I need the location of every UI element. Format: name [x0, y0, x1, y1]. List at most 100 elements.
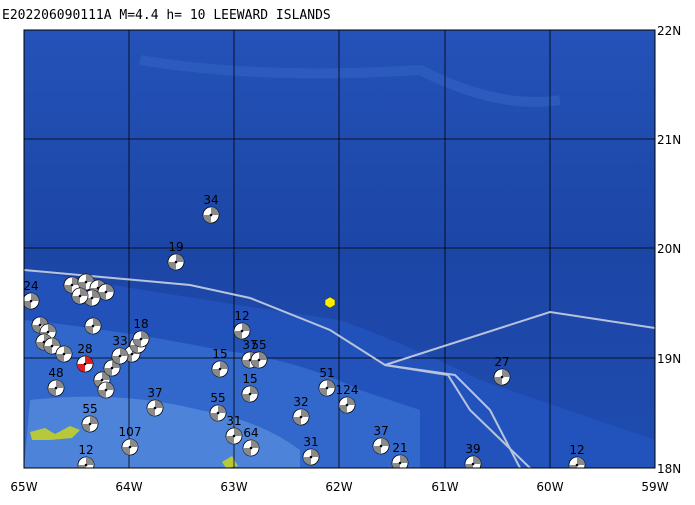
focal-mechanism — [338, 396, 356, 414]
ball-center — [91, 324, 95, 328]
ball-center — [110, 366, 114, 370]
ball-center — [78, 294, 82, 298]
focal-mechanism — [242, 439, 260, 457]
ball-center — [70, 283, 74, 287]
focal-mechanism — [464, 455, 482, 468]
event-label: 31 — [226, 414, 241, 428]
event-label: 31 — [303, 435, 318, 449]
focal-mechanism — [97, 381, 115, 399]
event-label: 12 — [78, 443, 93, 457]
lon-label: 63W — [220, 480, 247, 494]
ball-center — [50, 344, 54, 348]
ball-center — [153, 406, 157, 410]
ball-center — [54, 386, 58, 390]
focal-mechanism — [81, 415, 99, 433]
focal-mechanism — [233, 322, 251, 340]
event-label: 55 — [251, 338, 266, 352]
focal-mechanism — [211, 360, 229, 378]
event-label: 24 — [23, 279, 38, 293]
ball-center — [104, 290, 108, 294]
focal-mechanism — [97, 283, 115, 301]
ball-center — [249, 446, 253, 450]
focal-mechanism — [372, 437, 390, 455]
event-label: 28 — [77, 342, 92, 356]
ball-center — [104, 388, 108, 392]
focal-mechanism — [167, 253, 185, 271]
ball-center — [128, 445, 132, 449]
ball-center — [62, 352, 66, 356]
focal-mechanism — [132, 330, 150, 348]
event-label: 64 — [243, 426, 258, 440]
focal-mechanism — [77, 456, 95, 468]
lon-label: 61W — [431, 480, 458, 494]
event-label: 12 — [569, 443, 584, 457]
event-label: 15 — [242, 372, 257, 386]
ball-center — [83, 362, 87, 366]
event-label: 18 — [133, 317, 148, 331]
focal-mechanism — [241, 385, 259, 403]
ball-center — [38, 323, 42, 327]
event-label: 55 — [210, 391, 225, 405]
event-label: 51 — [319, 366, 334, 380]
event-label: 107 — [119, 425, 142, 439]
ball-quadrant — [392, 455, 408, 468]
event-label: 55 — [82, 402, 97, 416]
focal-mechanism — [302, 448, 320, 466]
focal-mechanism — [43, 337, 61, 355]
ball-center — [309, 455, 313, 459]
focal-mechanism — [76, 355, 94, 373]
ball-center — [257, 358, 261, 362]
ball-center — [90, 296, 94, 300]
focal-mechanism — [568, 456, 586, 468]
focal-mechanism — [318, 379, 336, 397]
ball-center — [232, 434, 236, 438]
ball-center — [345, 403, 349, 407]
ball-center — [398, 461, 402, 465]
lon-label: 65W — [10, 480, 37, 494]
event-label: 32 — [293, 395, 308, 409]
ball-center — [218, 367, 222, 371]
focal-mechanism — [55, 345, 73, 363]
ball-center — [46, 330, 50, 334]
ball-quadrant — [78, 457, 94, 468]
lat-label: 18N — [657, 462, 681, 476]
ball-center — [139, 337, 143, 341]
ball-center — [240, 329, 244, 333]
lat-label: 20N — [657, 242, 681, 256]
event-label: 12 — [234, 309, 249, 323]
ball-quadrant — [569, 457, 585, 468]
lon-label: 60W — [536, 480, 563, 494]
event-label: 27 — [494, 355, 509, 369]
lat-label: 22N — [657, 24, 681, 38]
ball-center — [299, 415, 303, 419]
focal-mechanism — [202, 206, 220, 224]
focal-mechanism — [71, 287, 89, 305]
lon-label: 59W — [641, 480, 668, 494]
event-label: 39 — [465, 442, 480, 456]
ball-center — [325, 386, 329, 390]
ball-quadrant — [465, 456, 481, 468]
focal-mechanism — [84, 317, 102, 335]
event-label: 37 — [242, 338, 257, 352]
title: E202206090111A M=4.4 h= 10 LEEWARD ISLAN… — [2, 8, 331, 23]
map-area — [24, 30, 655, 468]
lat-label: 21N — [657, 133, 681, 147]
ball-center — [248, 392, 252, 396]
ball-center — [209, 213, 213, 217]
event-label: 37 — [373, 424, 388, 438]
ball-center — [88, 422, 92, 426]
ball-center — [84, 280, 88, 284]
focal-mechanism — [103, 359, 121, 377]
event-label: 19 — [168, 240, 183, 254]
focal-mechanism — [250, 351, 268, 369]
ball-center — [500, 375, 504, 379]
focal-mechanism — [225, 427, 243, 445]
lon-label: 62W — [325, 480, 352, 494]
ball-center — [100, 378, 104, 382]
focal-mechanism — [209, 404, 227, 422]
event-label: 33 — [112, 334, 127, 348]
focal-mechanism — [391, 454, 409, 468]
ball-center — [29, 299, 33, 303]
event-label: 124 — [336, 383, 359, 397]
